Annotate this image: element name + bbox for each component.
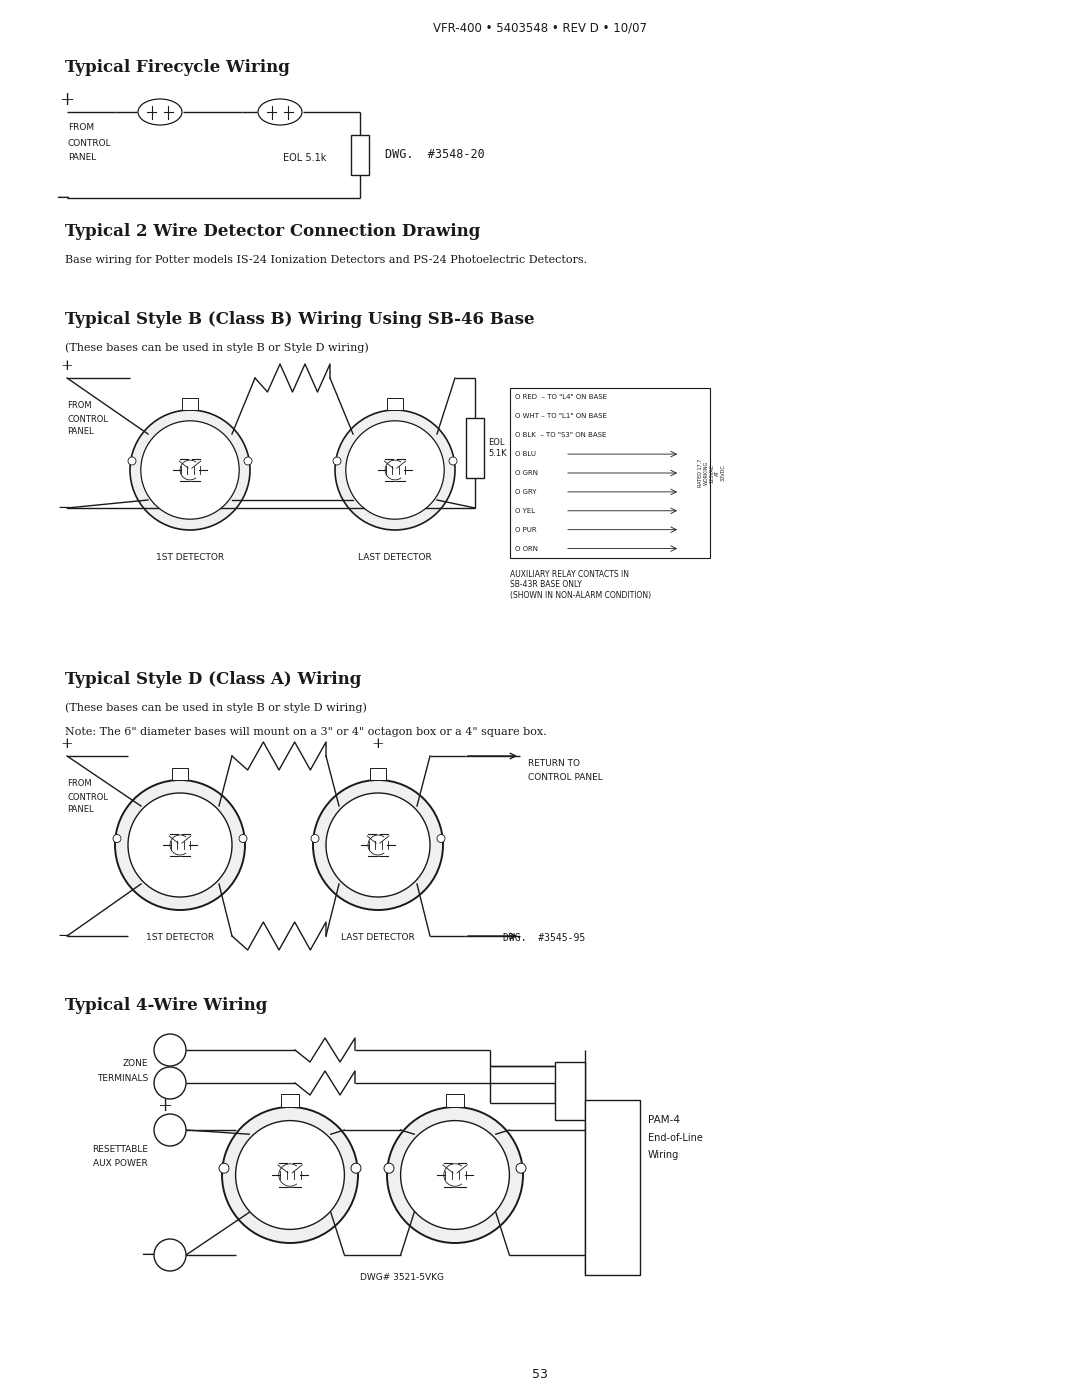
Circle shape bbox=[384, 1164, 394, 1173]
Circle shape bbox=[311, 834, 319, 842]
Text: −: − bbox=[57, 502, 70, 515]
Circle shape bbox=[235, 1120, 345, 1229]
Circle shape bbox=[335, 409, 455, 529]
Text: PANEL: PANEL bbox=[67, 427, 94, 436]
Text: O YEL: O YEL bbox=[515, 507, 535, 514]
Text: AUXILIARY RELAY CONTACTS IN
SB-43R BASE ONLY
(SHOWN IN NON-ALARM CONDITION): AUXILIARY RELAY CONTACTS IN SB-43R BASE … bbox=[510, 570, 651, 599]
Circle shape bbox=[326, 793, 430, 897]
Text: O RED  – TO "L4" ON BASE: O RED – TO "L4" ON BASE bbox=[515, 394, 607, 401]
Text: VFR-400 • 5403548 • REV D • 10/07: VFR-400 • 5403548 • REV D • 10/07 bbox=[433, 21, 647, 35]
Text: DWG# 3521-5VKG: DWG# 3521-5VKG bbox=[360, 1274, 444, 1282]
Text: EOL
5.1K: EOL 5.1K bbox=[488, 439, 507, 458]
Circle shape bbox=[219, 1164, 229, 1173]
Bar bbox=[172, 768, 188, 780]
Circle shape bbox=[130, 409, 249, 529]
Text: Typical Style B (Class B) Wiring Using SB-46 Base: Typical Style B (Class B) Wiring Using S… bbox=[65, 312, 535, 328]
Circle shape bbox=[387, 1106, 523, 1243]
Text: 1ST DETECTOR: 1ST DETECTOR bbox=[146, 933, 214, 943]
Text: Note: The 6" diameter bases will mount on a 3" or 4" octagon box or a 4" square : Note: The 6" diameter bases will mount o… bbox=[65, 726, 546, 738]
Text: (These bases can be used in style B or Style D wiring): (These bases can be used in style B or S… bbox=[65, 342, 368, 353]
Circle shape bbox=[346, 420, 444, 520]
Text: O GRN: O GRN bbox=[515, 469, 538, 476]
Text: O BLK  – TO "S3" ON BASE: O BLK – TO "S3" ON BASE bbox=[515, 432, 606, 439]
Text: Typical 4-Wire Wiring: Typical 4-Wire Wiring bbox=[65, 996, 268, 1013]
Text: Wiring: Wiring bbox=[648, 1150, 679, 1160]
Bar bbox=[446, 1094, 464, 1106]
Text: PANEL: PANEL bbox=[67, 806, 94, 814]
Text: O BLU: O BLU bbox=[515, 451, 536, 457]
Text: LAST DETECTOR: LAST DETECTOR bbox=[341, 933, 415, 943]
Text: FROM: FROM bbox=[67, 401, 92, 411]
Text: RESETTABLE: RESETTABLE bbox=[92, 1146, 148, 1154]
Circle shape bbox=[114, 780, 245, 909]
Text: FROM: FROM bbox=[67, 780, 92, 788]
Text: CONTROL: CONTROL bbox=[67, 415, 108, 423]
Text: RATED 17.7
WORKING
125VAC
AT
30VDC: RATED 17.7 WORKING 125VAC AT 30VDC bbox=[698, 458, 726, 488]
Circle shape bbox=[516, 1164, 526, 1173]
Text: ZONE: ZONE bbox=[122, 1059, 148, 1067]
Text: RETURN TO: RETURN TO bbox=[528, 760, 580, 768]
Text: End-of-Line: End-of-Line bbox=[648, 1133, 703, 1143]
Bar bbox=[510, 388, 710, 557]
Bar bbox=[281, 1094, 299, 1106]
Text: −: − bbox=[140, 1246, 156, 1264]
Text: TERMINALS: TERMINALS bbox=[97, 1074, 148, 1083]
Text: +: + bbox=[60, 738, 73, 752]
Circle shape bbox=[244, 457, 252, 465]
Text: −: − bbox=[57, 929, 70, 943]
Text: +: + bbox=[158, 1097, 173, 1115]
Text: DWG.  #3548-20: DWG. #3548-20 bbox=[384, 148, 485, 162]
Bar bbox=[387, 398, 403, 409]
Text: CONTROL: CONTROL bbox=[67, 792, 108, 802]
Text: O WHT – TO "L1" ON BASE: O WHT – TO "L1" ON BASE bbox=[515, 414, 607, 419]
Text: (These bases can be used in style B or style D wiring): (These bases can be used in style B or s… bbox=[65, 703, 367, 714]
Circle shape bbox=[401, 1120, 510, 1229]
Bar bbox=[555, 1062, 585, 1120]
Text: 53: 53 bbox=[532, 1369, 548, 1382]
Circle shape bbox=[437, 834, 445, 842]
Text: +: + bbox=[60, 359, 73, 373]
Circle shape bbox=[113, 834, 121, 842]
Text: +: + bbox=[372, 738, 384, 752]
Bar bbox=[465, 418, 484, 478]
Bar bbox=[585, 1099, 640, 1275]
Text: EOL 5.1k: EOL 5.1k bbox=[283, 154, 326, 163]
Circle shape bbox=[333, 457, 341, 465]
Text: PANEL: PANEL bbox=[68, 154, 96, 162]
Text: O PUR: O PUR bbox=[515, 527, 537, 532]
Circle shape bbox=[239, 834, 247, 842]
Circle shape bbox=[154, 1239, 186, 1271]
Text: Base wiring for Potter models IS-24 Ionization Detectors and PS-24 Photoelectric: Base wiring for Potter models IS-24 Ioni… bbox=[65, 256, 588, 265]
Text: CONTROL PANEL: CONTROL PANEL bbox=[528, 774, 603, 782]
Text: PAM-4: PAM-4 bbox=[648, 1115, 680, 1125]
Ellipse shape bbox=[258, 99, 302, 124]
Text: Typical 2 Wire Detector Connection Drawing: Typical 2 Wire Detector Connection Drawi… bbox=[65, 224, 481, 240]
Text: −: − bbox=[55, 189, 70, 207]
Circle shape bbox=[154, 1113, 186, 1146]
Circle shape bbox=[313, 780, 443, 909]
Bar bbox=[370, 768, 386, 780]
Text: O ORN: O ORN bbox=[515, 546, 538, 552]
Circle shape bbox=[222, 1106, 357, 1243]
Text: CONTROL: CONTROL bbox=[68, 138, 111, 148]
Text: 1ST DETECTOR: 1ST DETECTOR bbox=[156, 553, 224, 563]
Text: AUX POWER: AUX POWER bbox=[93, 1160, 148, 1168]
Text: +: + bbox=[59, 91, 75, 109]
Circle shape bbox=[129, 457, 136, 465]
Text: LAST DETECTOR: LAST DETECTOR bbox=[359, 553, 432, 563]
Circle shape bbox=[129, 793, 232, 897]
Text: Typical Firecycle Wiring: Typical Firecycle Wiring bbox=[65, 60, 289, 77]
Bar bbox=[183, 398, 198, 409]
Circle shape bbox=[351, 1164, 361, 1173]
Circle shape bbox=[154, 1067, 186, 1099]
Text: FROM: FROM bbox=[68, 123, 94, 133]
Text: Typical Style D (Class A) Wiring: Typical Style D (Class A) Wiring bbox=[65, 672, 362, 689]
Text: O GRY: O GRY bbox=[515, 489, 537, 495]
Text: DWG.  #3545-95: DWG. #3545-95 bbox=[503, 933, 585, 943]
Circle shape bbox=[140, 420, 239, 520]
Ellipse shape bbox=[138, 99, 183, 124]
Circle shape bbox=[449, 457, 457, 465]
Circle shape bbox=[154, 1034, 186, 1066]
Bar bbox=[351, 136, 369, 175]
